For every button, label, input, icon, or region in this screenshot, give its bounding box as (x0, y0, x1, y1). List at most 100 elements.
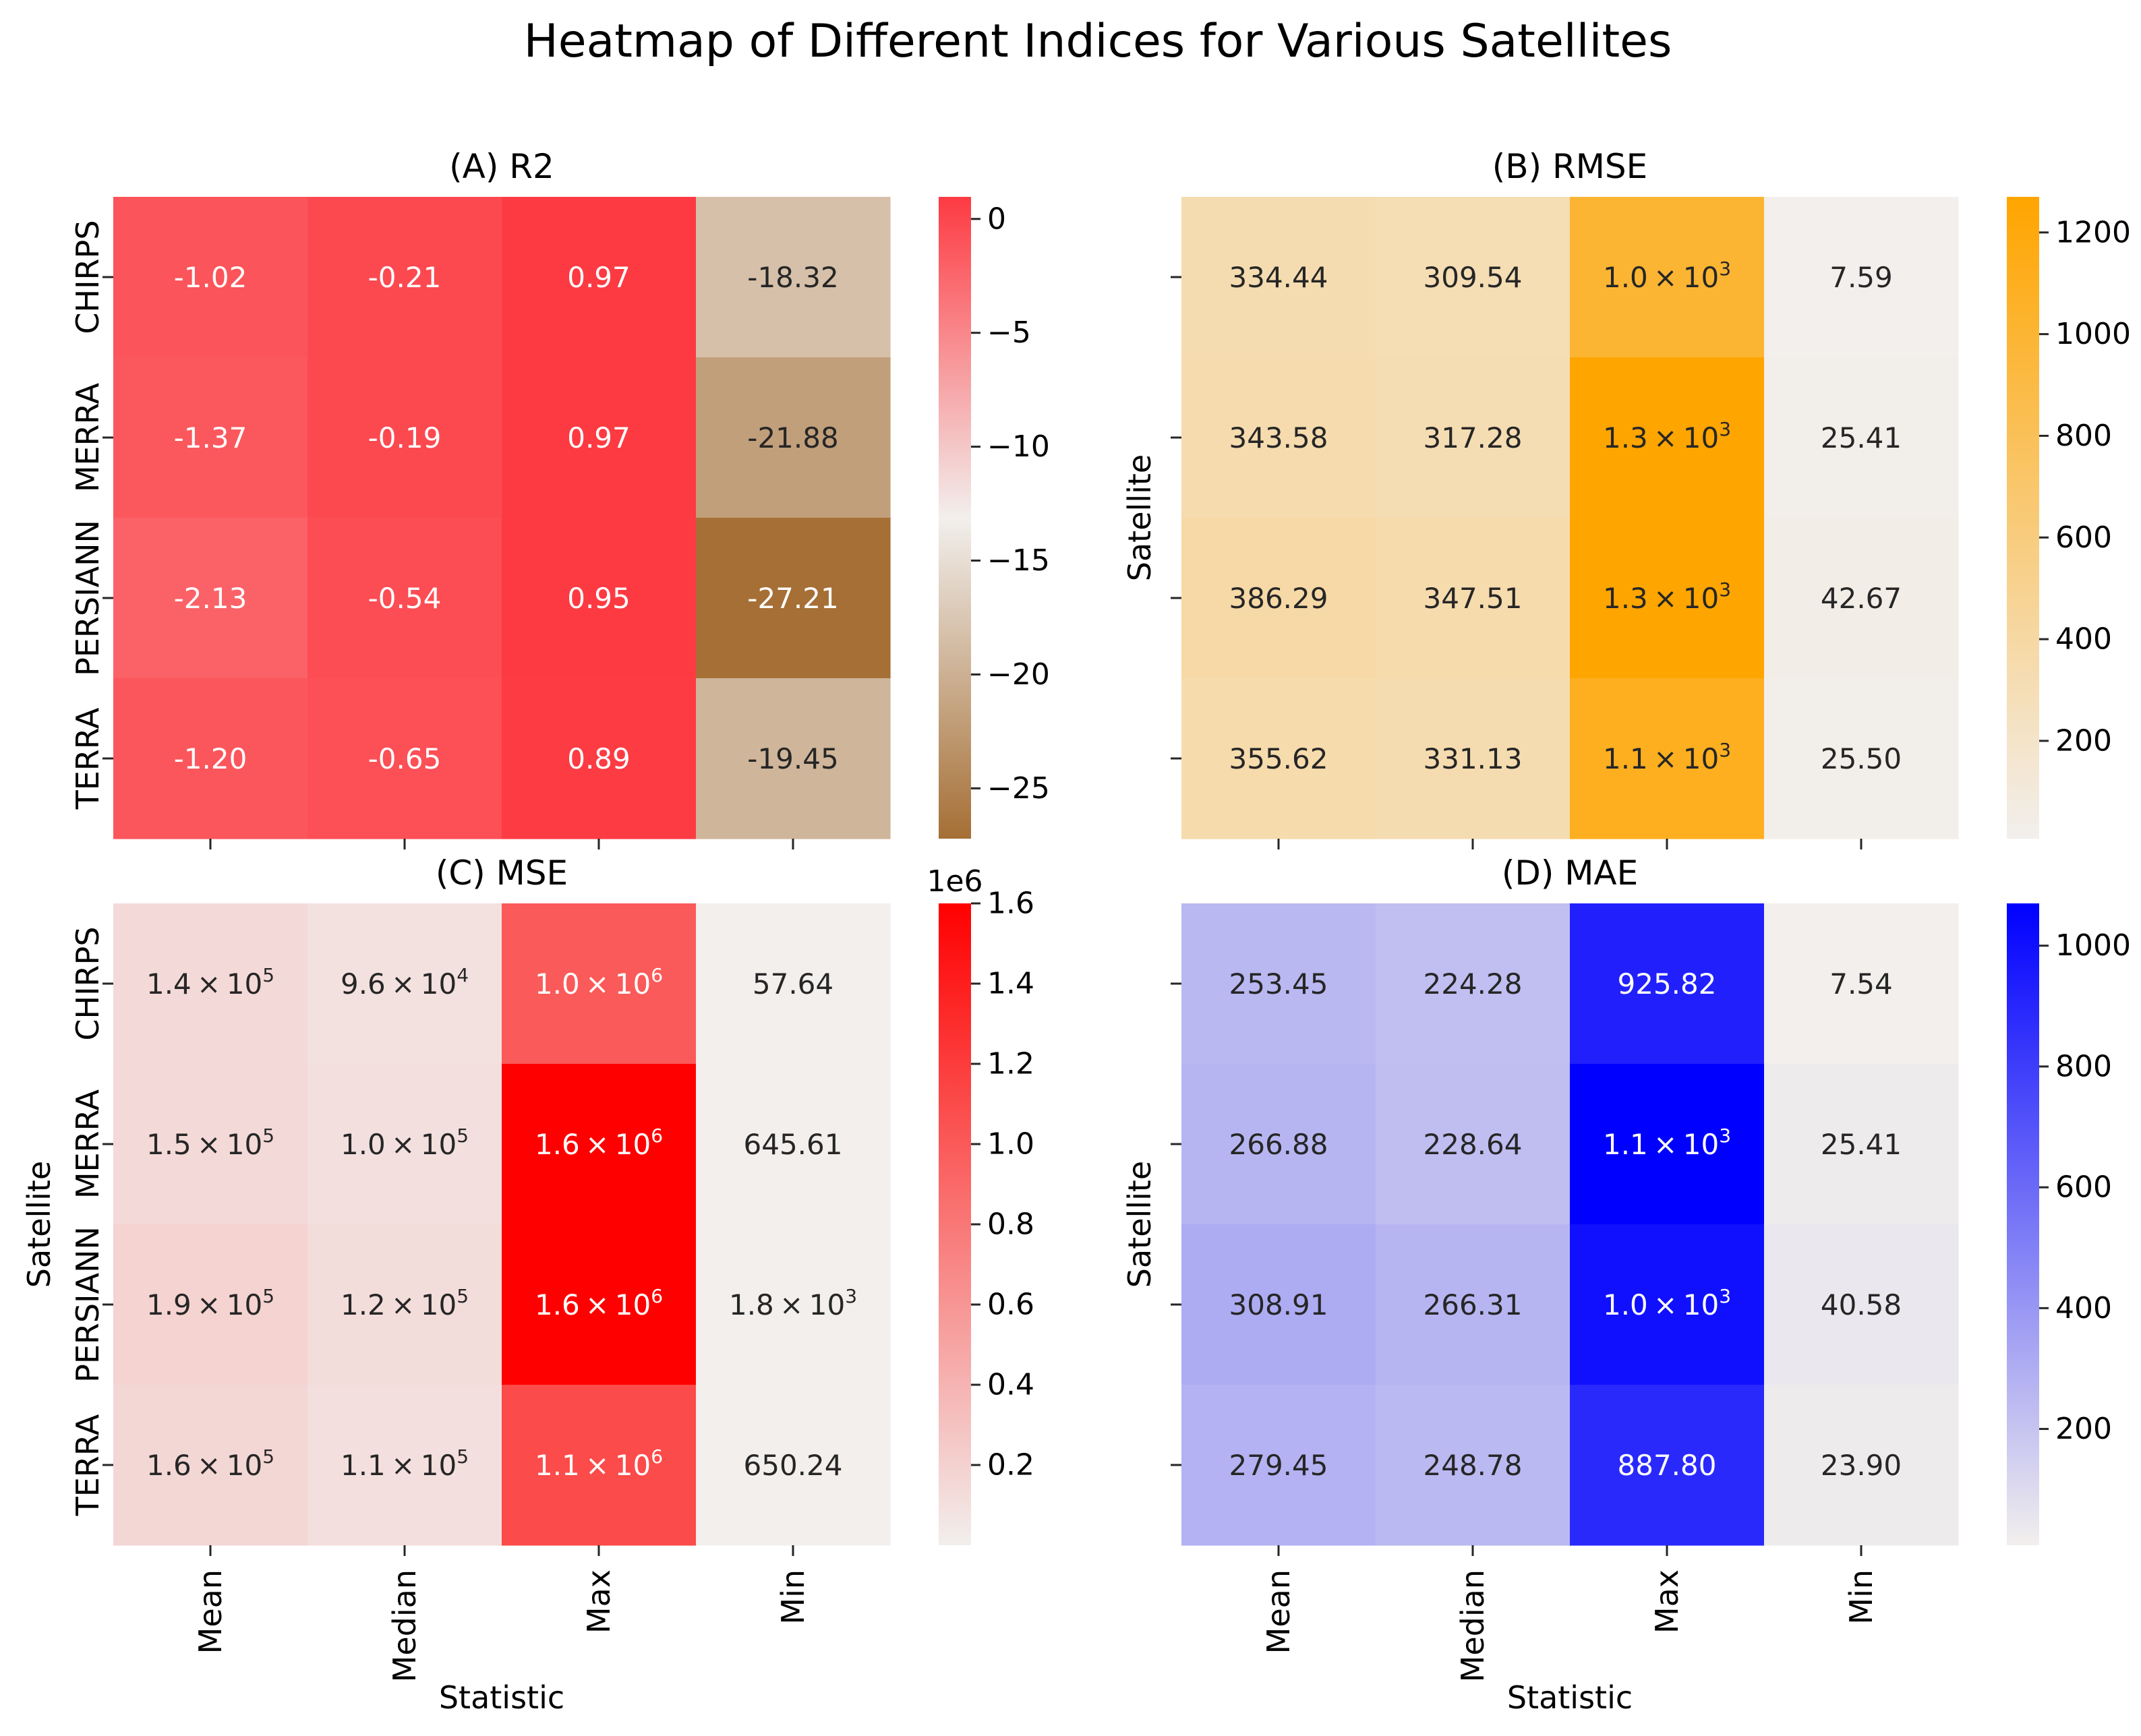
cell-value-mantissa: 0.89 (567, 742, 630, 775)
heatmap-cell (1376, 518, 1571, 679)
cell-value-mantissa: -27.21 (747, 582, 838, 615)
colorbar (2007, 903, 2039, 1545)
cell-value-exponent: 6 (651, 1125, 663, 1147)
x-tick-label: Median (386, 1569, 423, 1682)
cell-value-label: 1.2 × 105 (341, 1285, 469, 1321)
cell-value-label: -0.21 (368, 261, 442, 294)
cell-value-mantissa: 645.61 (744, 1128, 843, 1161)
cell-value-mantissa: 25.50 (1821, 742, 1902, 775)
cell-value-mantissa: 266.88 (1229, 1128, 1328, 1161)
cell-value-mantissa: 1.1 × 10 (535, 1449, 651, 1482)
cell-value-label: 386.29 (1229, 582, 1328, 615)
heatmap-cell (113, 357, 308, 518)
panels: (A) R2 -1.02 -0.21 0.97 -18.32 -1.37 -0.19 0.97… (21, 147, 2131, 1716)
heatmap-cell (502, 518, 697, 679)
cell-value-mantissa: 925.82 (1618, 967, 1717, 1000)
cell-value-exponent: 6 (651, 1285, 663, 1307)
panel-title: (B) RMSE (1492, 147, 1647, 186)
heatmap-cell (1181, 357, 1376, 518)
cell-value-label: -18.32 (747, 261, 838, 294)
cell-value-mantissa: 1.0 × 10 (341, 1128, 457, 1161)
cell-value-mantissa: 253.45 (1229, 967, 1328, 1000)
colorbar-tick-label: 200 (2055, 723, 2112, 758)
heatmap-cell (1570, 518, 1765, 679)
heatmap-cell (113, 678, 308, 839)
cell-value-label: 1.6 × 106 (535, 1285, 663, 1321)
heatmap-cell (113, 197, 308, 358)
y-tick-label: MERRA (69, 1089, 106, 1199)
cell-value-mantissa: 25.41 (1821, 1128, 1902, 1161)
x-tick-label: Min (775, 1569, 811, 1625)
y-tick-label: MERRA (69, 382, 106, 492)
colorbar-tick-label: −20 (987, 657, 1050, 692)
heatmap-cell (502, 1064, 697, 1225)
cell-value-exponent: 4 (457, 964, 469, 986)
heatmap-cell (502, 678, 697, 839)
cell-value-label: 1.5 × 105 (146, 1125, 274, 1161)
colorbar-tick-label: 1.2 (987, 1047, 1034, 1081)
cell-value-label: 1.3 × 103 (1603, 418, 1731, 454)
cell-value-label: 224.28 (1424, 967, 1523, 1000)
cell-value-label: 42.67 (1821, 582, 1902, 615)
cell-value-label: 279.45 (1229, 1449, 1328, 1482)
colorbar-tick-label: −10 (987, 429, 1050, 464)
cell-value-mantissa: 1.6 × 10 (535, 1288, 651, 1321)
cell-value-mantissa: 1.0 × 10 (1603, 261, 1719, 294)
cell-value-mantissa: 0.95 (567, 582, 630, 615)
cell-value-mantissa: 309.54 (1424, 261, 1523, 294)
colorbar-tick-label: 1200 (2055, 215, 2131, 249)
colorbar-tick-label: 0 (987, 202, 1006, 236)
cell-value-mantissa: -0.54 (368, 582, 442, 615)
heatmap-cell (696, 678, 891, 839)
colorbar-tick-label: 1.4 (987, 967, 1034, 1001)
cell-value-mantissa: -0.65 (368, 742, 442, 775)
x-axis-label: Statistic (439, 1679, 564, 1716)
heatmap-cell (1764, 357, 1959, 518)
colorbar-tick-label: 1000 (2055, 928, 2131, 963)
cell-value-label: 645.61 (744, 1128, 843, 1161)
cell-value-mantissa: -0.19 (368, 421, 442, 454)
cell-value-mantissa: 7.54 (1829, 967, 1893, 1000)
cell-value-mantissa: 266.31 (1424, 1288, 1523, 1321)
cell-value-label: 248.78 (1424, 1449, 1523, 1482)
cell-value-label: 7.54 (1829, 967, 1893, 1000)
cell-value-exponent: 5 (457, 1445, 469, 1468)
x-tick-label: Max (1649, 1569, 1685, 1634)
cell-value-exponent: 5 (457, 1125, 469, 1147)
y-tick-label: PERSIANN (69, 520, 106, 676)
cell-value-mantissa: 1.1 × 10 (341, 1449, 457, 1482)
cell-value-label: 650.24 (744, 1449, 843, 1482)
cell-value-mantissa: -1.20 (174, 742, 247, 775)
heatmap-cell (696, 1064, 891, 1225)
heatmap-cell (1764, 1224, 1959, 1385)
cell-value-exponent: 5 (262, 1445, 274, 1468)
cell-value-exponent: 6 (651, 964, 663, 986)
cell-value-label: 317.28 (1424, 421, 1523, 454)
heatmap-cell (307, 903, 502, 1065)
heatmap-cell (1181, 1385, 1376, 1546)
heatmap-cell (696, 197, 891, 358)
cell-value-mantissa: 42.67 (1821, 582, 1902, 615)
heatmap-cell (1570, 1385, 1765, 1546)
cell-value-mantissa: -1.37 (174, 421, 247, 454)
cell-value-exponent: 3 (1719, 1125, 1731, 1147)
heatmap-cell (696, 357, 891, 518)
colorbar-tick-label: −5 (987, 316, 1031, 350)
cell-value-mantissa: -19.45 (747, 742, 838, 775)
cell-value-label: -0.54 (368, 582, 442, 615)
cell-value-mantissa: 331.13 (1424, 742, 1523, 775)
cell-value-mantissa: 1.0 × 10 (535, 967, 651, 1000)
cell-value-mantissa: -21.88 (747, 421, 838, 454)
colorbar-tick-label: 1000 (2055, 317, 2131, 351)
cell-value-label: -19.45 (747, 742, 838, 775)
heatmap-cell (1764, 678, 1959, 839)
heatmap-cell (1570, 678, 1765, 839)
cell-value-mantissa: 9.6 × 10 (341, 967, 457, 1000)
cell-value-mantissa: 1.3 × 10 (1603, 421, 1719, 454)
cell-value-label: 1.1 × 103 (1603, 739, 1731, 775)
heatmap-cell (696, 1385, 891, 1546)
cell-value-mantissa: 308.91 (1229, 1288, 1328, 1321)
heatmap-cell (307, 357, 502, 518)
